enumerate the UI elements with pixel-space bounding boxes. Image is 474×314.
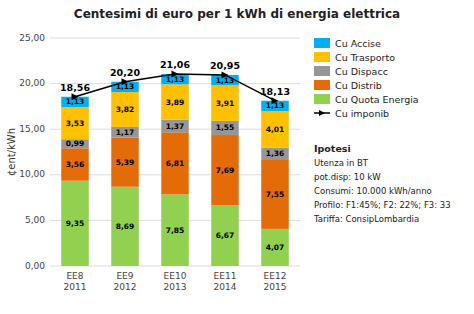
data-label: 1,13 <box>66 97 85 106</box>
bar-segment <box>261 160 289 229</box>
x-tick-label: EE112014 <box>214 271 237 292</box>
data-label: 1,36 <box>266 149 285 158</box>
data-label: 1,13 <box>166 75 185 84</box>
x-tick-label: EE92012 <box>114 271 137 292</box>
data-label: 1,13 <box>216 76 235 85</box>
data-label: 7,85 <box>166 226 185 235</box>
y-tick-label: 25,00 <box>19 33 45 43</box>
note: Consumi: 10.000 kWh/anno <box>314 186 432 196</box>
bar-segment <box>211 135 239 205</box>
note: Profilo: F1:45%; F2: 22%; F3: 33 <box>314 200 451 210</box>
y-tick-label: 15,00 <box>19 124 45 134</box>
legend-label: Cu imponib <box>335 108 389 119</box>
x-tick-label: EE82011 <box>64 271 87 292</box>
bar-segment <box>161 74 189 84</box>
data-label: 3,91 <box>216 99 235 108</box>
data-label: 1,13 <box>116 82 135 91</box>
grid-line <box>50 38 300 39</box>
bar-segment <box>211 205 239 266</box>
bar-segment <box>211 85 239 121</box>
bar-segment <box>111 127 139 138</box>
note: Ipotesi <box>314 143 351 154</box>
y-tick-label: 10,00 <box>19 169 45 179</box>
bar-segment <box>61 139 89 148</box>
note: Utenza in BT <box>314 158 369 168</box>
bar-segment <box>261 148 289 160</box>
bar-segment <box>111 82 139 92</box>
data-label: 9,35 <box>66 219 85 228</box>
chart: Centesimi di euro per 1 kWh di energia e… <box>0 0 474 314</box>
data-label: 6,81 <box>166 159 185 168</box>
bar-segment <box>211 121 239 135</box>
grid <box>50 38 300 266</box>
data-label: 4,07 <box>266 243 285 252</box>
legend-label: Cu Accise <box>335 38 381 49</box>
data-label: 7,55 <box>266 190 285 199</box>
title: Centesimi di euro per 1 kWh di energia e… <box>74 7 400 21</box>
legend-label: Cu Quota Energia <box>335 94 419 105</box>
legend-label: Cu Trasporto <box>335 52 395 63</box>
bar-segment <box>161 194 189 266</box>
bar-segment <box>261 101 289 111</box>
bar-segment <box>111 187 139 266</box>
data-label: 1,55 <box>216 123 235 132</box>
data-label: 3,82 <box>116 105 135 114</box>
bar-segment <box>261 229 289 266</box>
legend: Cu Accise Cu Trasporto Cu Dispacc Cu Distri… <box>314 38 419 119</box>
bar-segment <box>111 92 139 127</box>
data-label: 8,69 <box>116 222 135 231</box>
bar-segment <box>161 120 189 132</box>
data-label: 1,13 <box>266 101 285 110</box>
data-label: 1,37 <box>166 122 185 131</box>
bar-segment <box>161 84 189 119</box>
data-label: 6,67 <box>216 231 235 240</box>
y-tick-label: 0,00 <box>25 261 45 271</box>
y-axis-label: ¢ent/kWh <box>6 128 17 176</box>
data-label: 4,01 <box>266 125 285 134</box>
x-tick-label: EE122015 <box>264 271 287 292</box>
total-label: 18,56 <box>60 82 90 93</box>
data-label: 3,53 <box>66 119 85 128</box>
legend-swatch <box>314 94 330 104</box>
total-label: 20,95 <box>210 60 240 71</box>
bar-segment <box>61 181 89 266</box>
bar-segment <box>111 138 139 187</box>
legend-label: Cu Distrib <box>335 80 382 91</box>
legend-swatch <box>314 66 330 76</box>
y-tick-label: 5,00 <box>25 215 45 225</box>
data-label: 1,17 <box>116 128 135 137</box>
bar-segment <box>261 111 289 148</box>
data-label: 0,99 <box>66 139 85 148</box>
note: Tariffa: ConsipLombardia <box>313 214 419 224</box>
y-tick-label: 20,00 <box>19 78 45 88</box>
legend-swatch <box>314 38 330 48</box>
data-label: 5,39 <box>116 158 135 167</box>
plot-marks <box>61 70 289 266</box>
bar-segment <box>61 97 89 107</box>
x-tick-label: EE102013 <box>164 271 187 292</box>
bar-segment <box>61 148 89 180</box>
data-label: 7,69 <box>216 166 235 175</box>
total-label: 21,06 <box>160 59 190 70</box>
data-label: 3,56 <box>66 160 85 169</box>
total-label: 20,20 <box>110 67 140 78</box>
legend-swatch <box>319 110 325 116</box>
data-labels: 9,35 8,69 7,85 6,67 4,07 3,56 5,39 6,81 7,69 7,55… <box>60 59 290 252</box>
data-label: 3,89 <box>166 98 185 107</box>
legend-label: Cu Dispacc <box>335 66 388 77</box>
bar-segment <box>61 107 89 139</box>
bar-segment <box>161 132 189 194</box>
legend-swatch <box>314 52 330 62</box>
legend-swatch <box>314 80 330 90</box>
total-label: 18,13 <box>260 86 290 97</box>
note: pot.disp: 10 kW <box>314 172 381 182</box>
